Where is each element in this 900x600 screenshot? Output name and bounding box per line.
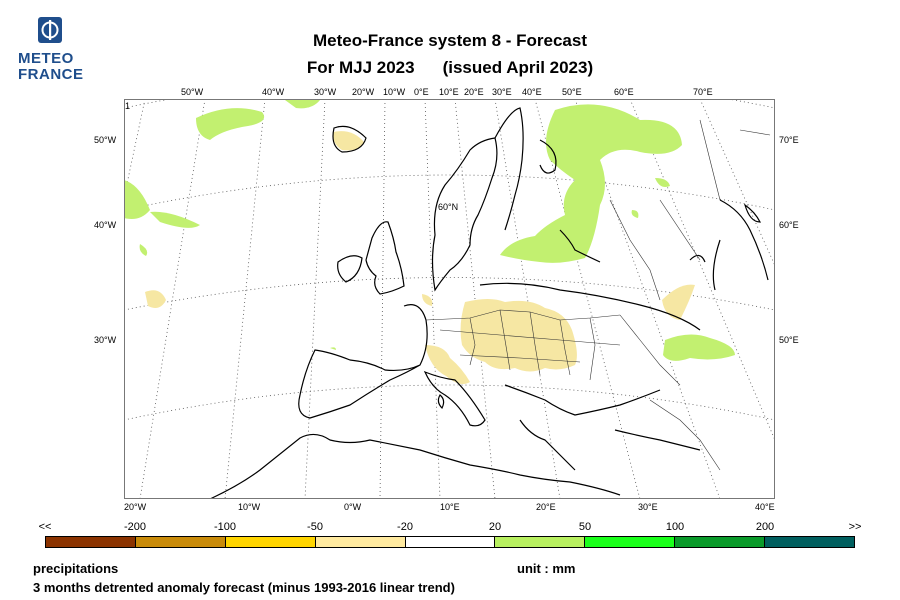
legend-threshold: 200 (755, 521, 775, 533)
legend-threshold: 20 (488, 521, 502, 533)
logo-text-meteo: METEO (18, 50, 74, 67)
bottom-lon-label: 20°W (124, 502, 147, 512)
meteo-france-emblem-icon (38, 17, 62, 43)
top-lon-label: 10°W (383, 87, 406, 97)
bottom-lon-label: 40°E (755, 502, 775, 512)
legend-threshold: 100 (665, 521, 685, 533)
unit-label: unit : mm (517, 561, 576, 576)
legend-threshold: -20 (397, 521, 413, 533)
logo-text-france: FRANCE (18, 66, 84, 83)
top-lon-label: 10°E (439, 87, 459, 97)
bottom-lon-label: 10°E (440, 502, 460, 512)
left-edge-label: 40°W (94, 220, 117, 230)
top-lon-label: 0°E (414, 87, 429, 97)
legend-color-swatch (585, 537, 676, 547)
legend-color-swatch (135, 537, 226, 547)
latitude-label: 60°N (438, 202, 459, 212)
top-lon-label: 40°E (522, 87, 542, 97)
legend-color-swatch (46, 537, 136, 547)
top-lon-label: 60°E (614, 87, 634, 97)
top-lon-label: 50°E (562, 87, 582, 97)
chart-title: Meteo-France system 8 - Forecast (313, 31, 587, 50)
legend-color-swatch (405, 537, 496, 547)
legend-color-swatch (315, 537, 406, 547)
left-edge-label: 30°W (94, 335, 117, 345)
meteo-france-logo: METEO FRANCE (14, 14, 94, 86)
left-edge-label: 50°W (94, 135, 117, 145)
issue-date: (issued April 2023) (442, 58, 594, 77)
legend-right-end: >> (848, 521, 862, 533)
top-lon-label: 50°W (181, 87, 204, 97)
bottom-lon-label: 10°W (238, 502, 261, 512)
country-borders (425, 119, 771, 471)
forecast-description: 3 months detrented anomaly forecast (min… (33, 580, 455, 595)
bottom-lon-label: 20°E (536, 502, 556, 512)
legend-color-swatch (675, 537, 766, 547)
chart-subtitle: For MJJ 2023 (issued April 2023) (0, 58, 900, 78)
right-edge-label: 70°E (779, 135, 799, 145)
top-lon-label: 70°E (693, 87, 713, 97)
map-frame (124, 99, 775, 499)
legend-threshold: -200 (123, 521, 147, 533)
legend-color-swatch (225, 537, 316, 547)
bottom-lon-label: 30°E (638, 502, 658, 512)
variable-label: precipitations (33, 561, 119, 576)
top-lon-label: 20°W (352, 87, 375, 97)
wet-anomaly-regions (124, 100, 735, 361)
right-edge-label: 60°E (779, 220, 799, 230)
forecast-period: For MJJ 2023 (306, 58, 415, 77)
color-scale-bar (45, 536, 855, 548)
dry-anomaly-regions (145, 131, 695, 384)
legend-threshold: -100 (213, 521, 237, 533)
legend-color-swatch (495, 537, 586, 547)
corner-mark: 1 (125, 101, 131, 111)
coastlines (209, 107, 769, 499)
legend-threshold: -50 (307, 521, 323, 533)
right-edge-label: 50°E (779, 335, 799, 345)
legend-color-swatch (765, 537, 855, 547)
legend-left-end: << (38, 521, 52, 533)
top-lon-label: 20°E (464, 87, 484, 97)
top-lon-label: 40°W (262, 87, 285, 97)
top-lon-label: 30°W (314, 87, 337, 97)
bottom-lon-label: 0°W (344, 502, 362, 512)
top-lon-label: 30°E (492, 87, 512, 97)
legend-threshold: 50 (578, 521, 592, 533)
